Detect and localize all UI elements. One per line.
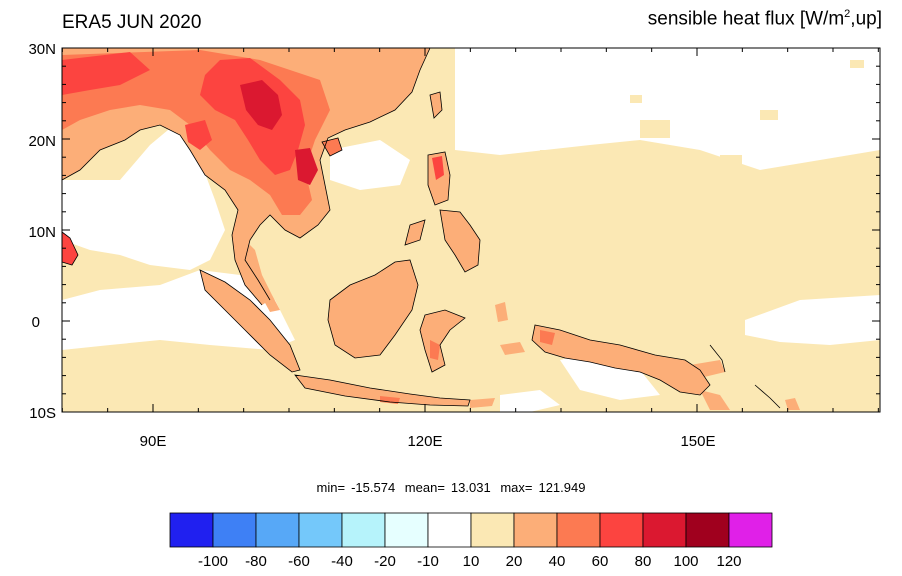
min-label: min=	[316, 480, 346, 495]
lat-label-10n: 10N	[28, 224, 56, 241]
colorbar-swatch	[298, 512, 343, 548]
colorbar-swatch	[384, 512, 429, 548]
stats-line: min= -15.574 mean= 13.031 max= 121.949	[0, 480, 902, 495]
colorbar-label: 20	[506, 553, 523, 570]
lon-label-120e: 120E	[407, 433, 442, 450]
colorbar-swatch	[513, 512, 558, 548]
lon-label-150e: 150E	[680, 433, 715, 450]
colorbar-label: -40	[331, 553, 353, 570]
mean-value: 13.031	[450, 480, 491, 495]
colorbar-label: -10	[417, 553, 439, 570]
max-label: max=	[500, 480, 533, 495]
colorbar-label: 100	[673, 553, 698, 570]
colorbar-swatch	[212, 512, 257, 548]
land-regions	[62, 48, 800, 410]
colorbar-swatch	[685, 512, 730, 548]
colorbar-label: -80	[245, 553, 267, 570]
colorbar-label: -20	[374, 553, 396, 570]
map-title: ERA5 JUN 2020	[62, 12, 202, 33]
mean-label: mean=	[404, 480, 445, 495]
variable-title: sensible heat flux [W/m2,up]	[648, 8, 882, 30]
colorbar-label: 120	[716, 553, 741, 570]
coastlines	[61, 47, 781, 409]
lat-label-30n: 30N	[28, 41, 56, 58]
colorbar-label: -60	[288, 553, 310, 570]
colorbar-label: 40	[549, 553, 566, 570]
colorbar-swatch	[728, 512, 773, 548]
colorbar-swatch	[255, 512, 300, 548]
colorbar-swatch	[556, 512, 601, 548]
colorbar-swatch	[169, 512, 214, 548]
colorbar-label: 60	[592, 553, 609, 570]
lat-label-0: 0	[32, 314, 40, 331]
min-value: -15.574	[351, 480, 396, 495]
max-value: 121.949	[538, 480, 586, 495]
colorbar-swatch	[470, 512, 515, 548]
variable-title-sup: 2	[844, 8, 851, 20]
lon-label-90e: 90E	[140, 433, 167, 450]
lat-label-10s: 10S	[29, 405, 56, 422]
variable-title-suffix: ,up]	[850, 8, 882, 30]
variable-title-prefix: sensible heat flux [W/m	[647, 8, 845, 30]
colorbar-swatch	[341, 512, 386, 548]
colorbar-label: -100	[198, 553, 228, 570]
colorbar-swatch	[599, 512, 644, 548]
colorbar-swatch	[642, 512, 687, 548]
lat-label-20n: 20N	[28, 133, 56, 150]
colorbar-label: 10	[463, 553, 480, 570]
colorbar-label: 80	[635, 553, 652, 570]
colorbar-swatch	[427, 512, 472, 548]
